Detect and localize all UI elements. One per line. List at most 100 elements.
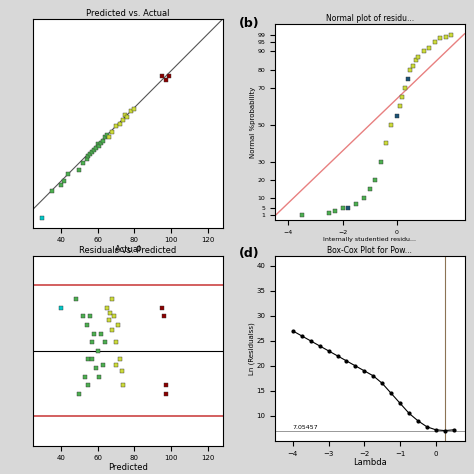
Point [158, 73, 166, 80]
Point [92, 145, 100, 152]
Title: Normal plot of residu...: Normal plot of residu... [326, 14, 414, 23]
Point [426, 44, 433, 51]
Point [331, 208, 338, 215]
Text: (d): (d) [239, 247, 260, 260]
Point [88, 356, 96, 363]
Point [158, 304, 166, 311]
Point [94, 347, 101, 355]
Point [98, 139, 105, 146]
Point [162, 390, 170, 398]
Point [86, 312, 94, 320]
Text: 7.05457: 7.05457 [293, 425, 319, 430]
Point [393, 112, 401, 119]
Point [38, 215, 46, 222]
Point [88, 338, 96, 346]
Point [64, 170, 72, 178]
Point [85, 382, 92, 389]
Point [86, 150, 94, 157]
Point [412, 57, 419, 64]
Point [366, 185, 374, 193]
Point [404, 75, 411, 82]
Point [79, 159, 87, 167]
Point [57, 181, 64, 189]
Point [105, 316, 112, 324]
Point [110, 312, 118, 320]
Point [81, 373, 89, 381]
Point [88, 148, 96, 155]
Point [431, 38, 438, 46]
Point [407, 66, 414, 73]
Point [75, 166, 83, 174]
Point [298, 211, 306, 219]
Point [401, 84, 409, 92]
Point [79, 312, 87, 320]
Point [92, 364, 100, 372]
Point [344, 204, 352, 211]
Point [127, 108, 135, 115]
Point [361, 194, 368, 202]
X-axis label: Predicted: Predicted [108, 463, 148, 472]
Point [447, 31, 455, 38]
Point [83, 155, 91, 163]
Point [100, 137, 107, 145]
Point [116, 356, 124, 363]
Point [371, 176, 379, 184]
Point [103, 131, 110, 139]
Point [105, 133, 112, 141]
Point [100, 361, 107, 368]
Y-axis label: Normal %probability: Normal %probability [250, 86, 256, 158]
Point [109, 326, 116, 334]
Point [112, 122, 120, 130]
Point [101, 133, 109, 141]
Point [382, 139, 390, 147]
Text: (b): (b) [239, 17, 260, 29]
Title: Residuals vs. Predicted: Residuals vs. Predicted [79, 246, 177, 255]
Point [61, 178, 68, 185]
Point [165, 73, 173, 80]
Point [160, 312, 168, 320]
Point [162, 382, 170, 389]
Point [85, 356, 92, 363]
Point [85, 152, 92, 159]
Point [131, 106, 138, 113]
Point [98, 330, 105, 337]
X-axis label: Lambda: Lambda [353, 458, 387, 467]
Point [396, 103, 403, 110]
Point [75, 390, 83, 398]
Point [114, 321, 122, 328]
Point [121, 111, 129, 118]
Point [119, 117, 127, 124]
Point [103, 304, 110, 311]
Point [339, 204, 346, 211]
Point [57, 304, 64, 311]
Point [109, 295, 116, 303]
Point [162, 76, 170, 83]
Point [388, 121, 395, 128]
Point [90, 146, 98, 154]
Point [112, 338, 120, 346]
Point [94, 141, 101, 148]
X-axis label: Actual: Actual [115, 245, 141, 254]
Point [96, 373, 103, 381]
Point [123, 113, 131, 120]
Point [415, 53, 422, 61]
Point [325, 209, 333, 217]
Point [101, 338, 109, 346]
Point [90, 330, 98, 337]
Point [72, 295, 79, 303]
Point [352, 200, 360, 208]
Point [96, 143, 103, 150]
Point [377, 158, 384, 165]
Point [107, 309, 114, 317]
Point [420, 47, 428, 55]
Point [119, 382, 127, 389]
Point [118, 368, 125, 375]
Title: Box-Cox Plot for Pow...: Box-Cox Plot for Pow... [327, 246, 412, 255]
Title: Predicted vs. Actual: Predicted vs. Actual [86, 9, 170, 18]
Point [116, 120, 124, 128]
X-axis label: Internally studentied residu...: Internally studentied residu... [323, 237, 416, 242]
Point [437, 35, 444, 42]
Point [83, 321, 91, 328]
Point [48, 187, 55, 194]
Y-axis label: Ln (Residualss): Ln (Residualss) [248, 322, 255, 375]
